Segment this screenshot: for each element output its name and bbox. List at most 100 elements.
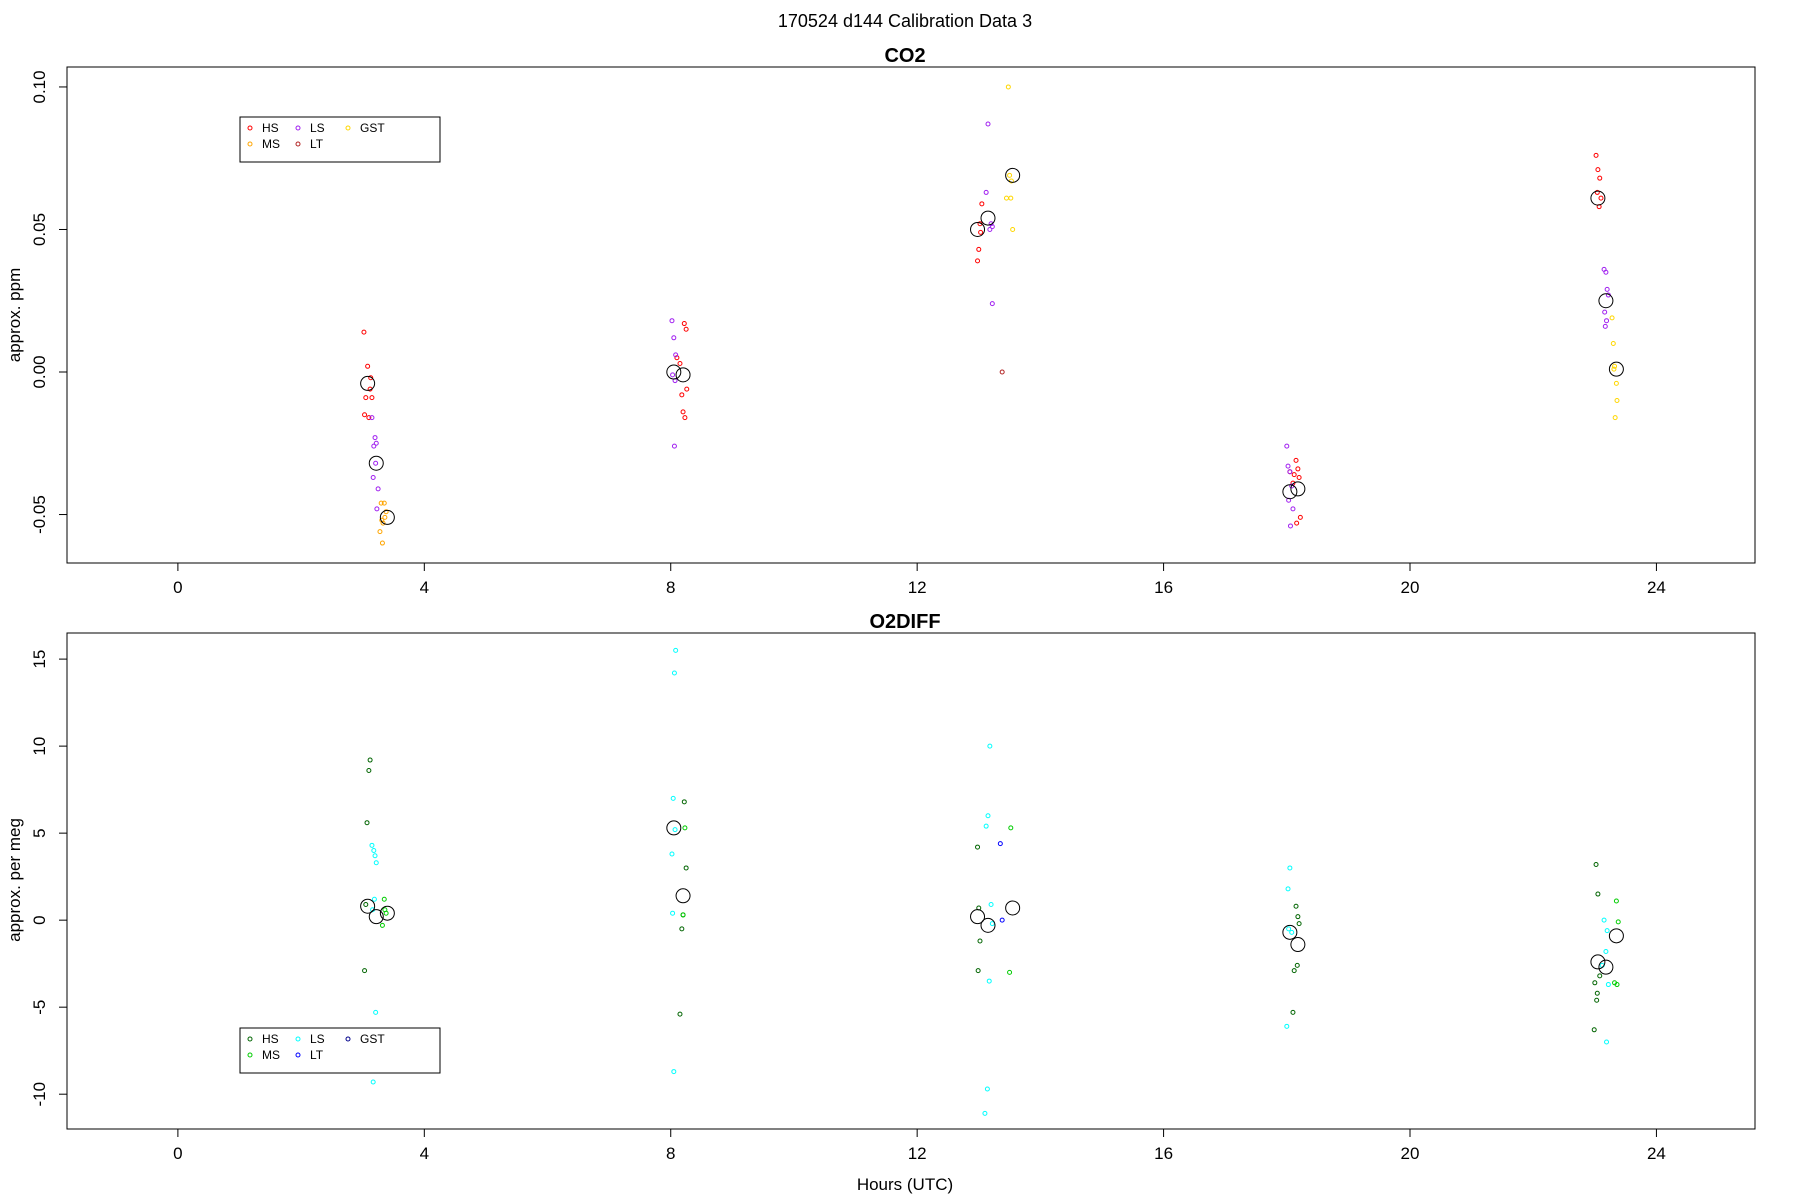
co2-point-ls (374, 506, 380, 512)
co2-point-hs (1597, 175, 1603, 181)
co2-legend-marker-ls (295, 125, 301, 131)
co2-x-tick-label: 20 (1401, 578, 1420, 597)
o2diff-point-mean (980, 917, 996, 933)
co2-point-mean (980, 210, 996, 226)
co2-point-hs (1294, 520, 1300, 526)
co2-point-ls (989, 224, 995, 230)
co2-point-ls (1287, 523, 1293, 529)
co2-legend-label-lt: LT (310, 137, 324, 151)
co2-point-hs (674, 355, 680, 361)
co2-point-gst (1612, 363, 1618, 369)
co2-point-gst (1614, 398, 1620, 404)
co2-point-ls (372, 435, 378, 441)
co2-point-gst (1609, 315, 1615, 321)
o2diff-x-tick-label: 16 (1154, 1144, 1173, 1163)
co2-y-tick-label: 0.05 (30, 213, 49, 246)
o2diff-point-mean (1290, 937, 1306, 953)
co2-y-tick-label: 0.10 (30, 70, 49, 103)
co2-legend: HS MS LS LT GST (239, 116, 441, 163)
co2-point-ls (1602, 309, 1608, 315)
co2-point-ms (378, 500, 384, 506)
o2diff-point-hs (1593, 861, 1599, 867)
o2diff-point-ms (1007, 969, 1013, 975)
o2diff-point-ls (1285, 886, 1291, 892)
o2diff-point-mean (379, 905, 395, 921)
co2-point-mean (1282, 484, 1298, 500)
o2diff-point-hs (1296, 921, 1302, 927)
co2-point-hs (679, 392, 685, 398)
co2-point-ls (1285, 463, 1291, 469)
o2diff-point-hs (1597, 973, 1603, 979)
co2-point-hs (681, 321, 687, 327)
co2-x-tick-label: 4 (420, 578, 429, 597)
o2diff-legend: HS MS LS LT GST (239, 1027, 441, 1074)
o2diff-axes: 0 4 8 12 16 20 24 -10 -5 0 5 10 15 (30, 650, 1666, 1163)
o2diff-point-hs (677, 1011, 683, 1017)
co2-point-ls (371, 443, 377, 449)
o2diff-point-hs (1591, 1027, 1597, 1033)
co2-x-tick-label: 0 (173, 578, 182, 597)
o2diff-point-ls (982, 1110, 988, 1116)
co2-point-hs (366, 415, 372, 421)
co2-point-hs (363, 395, 369, 401)
co2-point-hs (976, 246, 982, 252)
o2diff-point-ls (372, 853, 378, 859)
o2diff-point-ms (1008, 825, 1014, 831)
o2diff-point-hs (1595, 891, 1601, 897)
o2diff-point-ls (669, 851, 675, 857)
co2-point-ls (373, 460, 379, 466)
co2-point-mean (1590, 190, 1606, 206)
co2-point-mean (1290, 481, 1306, 497)
o2diff-legend-marker-ls (295, 1036, 301, 1042)
o2diff-point-ls (671, 1069, 677, 1075)
o2diff-point-hs (366, 767, 372, 773)
o2diff-point-hs (977, 938, 983, 944)
o2diff-point-ls (987, 743, 993, 749)
o2diff-point-ms (680, 912, 686, 918)
o2diff-point-ms (379, 922, 385, 928)
co2-point-hs (365, 363, 371, 369)
o2diff-point-ms (381, 896, 387, 902)
o2diff-x-tick-label: 20 (1401, 1144, 1420, 1163)
co2-x-tick-label: 8 (666, 578, 675, 597)
o2diff-legend-label-gst: GST (360, 1032, 385, 1046)
o2diff-point-hs (367, 757, 373, 763)
o2diff-point-hs (683, 865, 689, 871)
o2diff-point-ls (1601, 917, 1607, 923)
o2diff-x-tick-label: 0 (173, 1144, 182, 1163)
co2-point-hs (1293, 457, 1299, 463)
o2diff-point-ls (983, 823, 989, 829)
o2diff-point-ls (373, 1009, 379, 1015)
co2-point-ms (379, 540, 385, 546)
o2diff-y-tick-label: 5 (30, 828, 49, 837)
o2diff-point-mean (675, 888, 691, 904)
co2-legend-box (239, 116, 441, 163)
co2-point-ls (1604, 318, 1610, 324)
o2diff-point-hs (1594, 997, 1600, 1003)
co2-point-ls (373, 440, 379, 446)
co2-point-mean (368, 455, 384, 471)
o2diff-point-ls (985, 813, 991, 819)
o2diff-legend-label-ls: LS (310, 1032, 325, 1046)
o2diff-point-mean (1598, 959, 1614, 975)
o2diff-x-tick-label: 12 (908, 1144, 927, 1163)
o2diff-x-tick-label: 24 (1647, 1144, 1666, 1163)
o2diff-point-ls (670, 795, 676, 801)
o2diff-point-ls (371, 848, 377, 854)
o2diff-point-ls (370, 1079, 376, 1085)
o2diff-point-ms (682, 825, 688, 831)
o2diff-point-mean (1005, 900, 1021, 916)
co2-point-hs (683, 326, 689, 332)
co2-legend-marker-ms (247, 141, 253, 147)
co2-point-hs (361, 329, 367, 335)
o2diff-y-tick-label: 10 (30, 737, 49, 756)
co2-point-ls (670, 372, 676, 378)
co2-legend-marker-hs (247, 125, 253, 131)
co2-point-hs (369, 395, 375, 401)
co2-point-gst (1612, 415, 1618, 421)
o2diff-point-hs (1291, 968, 1297, 974)
co2-point-gst (1610, 341, 1616, 347)
co2-point-mean (1598, 293, 1614, 309)
co2-point-ls (673, 352, 679, 358)
